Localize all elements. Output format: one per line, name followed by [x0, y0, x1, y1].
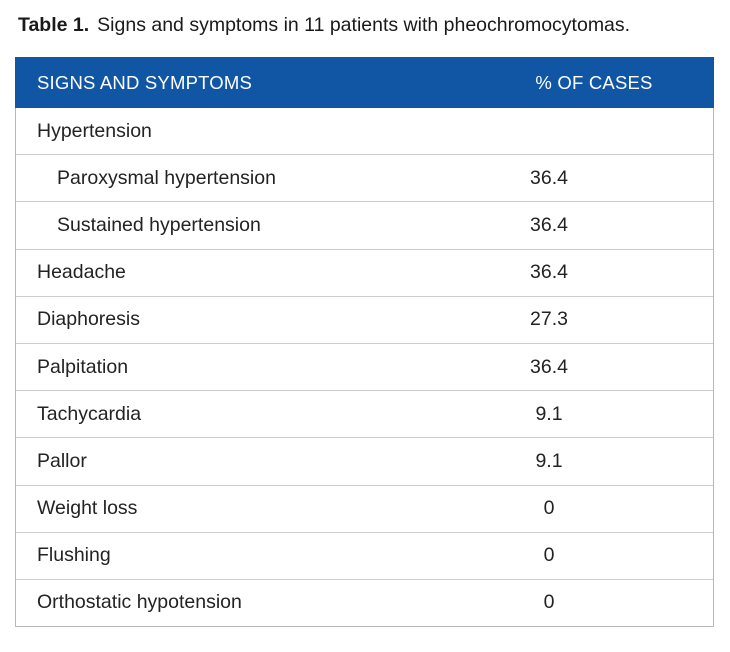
row-label: Sustained hypertension [57, 213, 261, 236]
row-value: 36.4 [530, 166, 568, 189]
table-row: Tachycardia 9.1 [16, 390, 713, 437]
table-caption-number: Table 1. [18, 14, 90, 36]
table-caption-text: Signs and symptoms in 11 patients with p… [97, 14, 631, 36]
row-value: 0 [543, 497, 555, 520]
table-row: Sustained hypertension 36.4 [16, 201, 713, 248]
row-label: Weight loss [37, 497, 138, 520]
table-row: Weight loss 0 [16, 484, 713, 532]
row-value: 36.4 [530, 213, 568, 236]
table-row: Hypertension [16, 108, 713, 154]
table-body: Hypertension Paroxysmal hypertension 36.4 S… [15, 108, 714, 628]
table-row: Pallor 9.1 [16, 437, 713, 484]
row-label: Palpitation [37, 355, 129, 378]
table-row: Diaphoresis 27.3 [16, 295, 713, 343]
row-value: 9.1 [535, 449, 563, 472]
table-header-row: SIGNS AND SYMPTOMS % OF CASES [15, 57, 714, 108]
signs-symptoms-table: SIGNS AND SYMPTOMS % OF CASES Hypertensi… [15, 57, 714, 628]
table-row: Palpitation 36.4 [16, 342, 713, 390]
column-header-signs-and-symptoms: SIGNS AND SYMPTOMS [37, 71, 253, 93]
row-label: Hypertension [37, 119, 152, 142]
row-label: Tachycardia [37, 402, 142, 425]
row-value: 0 [543, 544, 555, 567]
table-row: Orthostatic hypotension 0 [16, 578, 713, 626]
table-caption: Table 1. Signs and symptoms in 11 patient… [18, 13, 630, 37]
row-value: 36.4 [530, 355, 568, 378]
row-value: 0 [543, 591, 555, 614]
row-label: Flushing [37, 544, 111, 567]
table-row: Flushing 0 [16, 531, 713, 579]
row-value: 36.4 [530, 261, 568, 284]
table-row: Headache 36.4 [16, 248, 713, 296]
column-header-percent-of-cases: % OF CASES [535, 71, 653, 93]
row-value: 27.3 [530, 308, 568, 331]
row-label: Pallor [37, 449, 87, 472]
row-label: Headache [37, 261, 126, 284]
row-label: Diaphoresis [37, 308, 140, 331]
row-value: 9.1 [535, 402, 563, 425]
row-label: Paroxysmal hypertension [57, 166, 276, 189]
row-label: Orthostatic hypotension [37, 591, 242, 614]
table-row: Paroxysmal hypertension 36.4 [16, 154, 713, 201]
